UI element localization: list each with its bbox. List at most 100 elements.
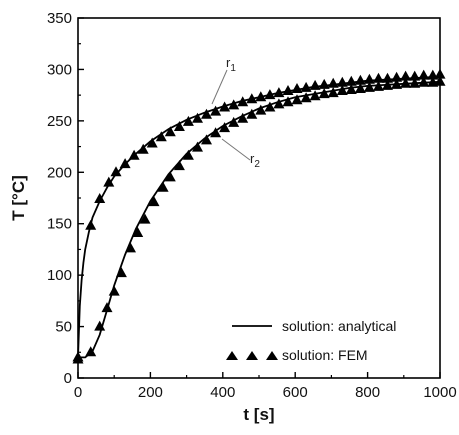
point-r2-fem-38 xyxy=(409,77,421,88)
legend-marker-2 xyxy=(246,351,258,360)
point-r2-fem-21 xyxy=(255,104,267,115)
x-tick-label-600: 600 xyxy=(283,384,308,401)
legend-marker-3 xyxy=(266,351,278,360)
point-r1-fem-9 xyxy=(155,131,167,142)
point-r1-fem-26 xyxy=(309,79,321,90)
point-r2-fem-11 xyxy=(164,171,176,182)
point-r2-fem-37 xyxy=(400,77,412,88)
annotation-r1-sub: 1 xyxy=(230,63,236,74)
annotation-r1-label: r1 xyxy=(226,55,236,74)
point-r2-fem-16 xyxy=(210,127,222,138)
x-tick-label-400: 400 xyxy=(210,384,235,401)
point-r1-fem-34 xyxy=(382,72,393,83)
point-r2-fem-27 xyxy=(309,90,321,101)
point-r2-fem-3 xyxy=(101,302,113,313)
point-r1-fem-1 xyxy=(85,219,97,230)
point-r1-fem-6 xyxy=(128,149,140,160)
point-r1-fem-11 xyxy=(173,121,185,131)
point-r2-fem-7 xyxy=(132,227,144,237)
series-r1-analytical xyxy=(77,75,441,358)
x-tick-label-800: 800 xyxy=(355,384,380,401)
y-tick-label-50: 50 xyxy=(55,319,72,336)
legend: solution: analytical solution: FEM xyxy=(226,318,396,363)
point-r1-fem-19 xyxy=(246,93,258,104)
point-r2-fem-33 xyxy=(363,81,375,92)
y-tick-label-0: 0 xyxy=(64,370,72,387)
point-r2-fem-34 xyxy=(373,80,384,91)
point-r2-fem-23 xyxy=(273,98,285,109)
legend-marker-1 xyxy=(226,351,238,360)
point-r1-fem-3 xyxy=(103,176,115,187)
series-r2-fem xyxy=(72,75,446,364)
series-line-r1-analytical xyxy=(77,75,441,358)
point-r1-fem-28 xyxy=(327,77,339,88)
y-tick-label-350: 350 xyxy=(47,10,72,27)
annotation-r1-leader xyxy=(211,69,228,105)
point-r1-fem-32 xyxy=(363,73,375,84)
point-r2-fem-39 xyxy=(418,76,430,87)
point-r1-fem-20 xyxy=(255,91,267,102)
point-r2-fem-18 xyxy=(228,116,240,127)
point-r2-fem-13 xyxy=(182,149,194,160)
point-r2-fem-36 xyxy=(391,78,403,89)
point-r2-fem-24 xyxy=(282,96,294,107)
point-r2-fem-2 xyxy=(94,320,106,331)
point-r2-fem-29 xyxy=(327,87,339,98)
point-r2-fem-25 xyxy=(291,94,303,105)
y-tick-label-250: 250 xyxy=(47,113,72,130)
point-r2-fem-28 xyxy=(318,88,330,99)
point-r1-fem-2 xyxy=(94,193,106,203)
point-r1-fem-5 xyxy=(119,158,131,169)
series-layer xyxy=(72,68,446,364)
ticks-layer: 0 200 400 600 800 1000 0 50 100 150 200 250 300 350 xyxy=(47,10,457,401)
point-r2-fem-1 xyxy=(85,346,97,357)
point-r1-fem-12 xyxy=(182,115,194,126)
legend-label-fem: solution: FEM xyxy=(282,347,368,363)
point-r2-fem-17 xyxy=(219,122,231,133)
point-r2-fem-20 xyxy=(246,108,258,119)
y-axis-title: T [°C] xyxy=(9,175,28,221)
series-r2-analytical xyxy=(78,80,441,359)
annotation-r2-leader xyxy=(221,138,251,161)
annotation-r2-label: r2 xyxy=(250,151,260,170)
point-r1-fem-33 xyxy=(373,72,384,83)
point-r1-fem-30 xyxy=(345,75,357,86)
point-r1-fem-15 xyxy=(210,105,222,116)
point-r2-fem-6 xyxy=(125,242,136,253)
point-r1-fem-35 xyxy=(391,71,403,82)
x-tick-label-200: 200 xyxy=(138,384,163,401)
x-axis-title: t [s] xyxy=(243,405,274,424)
y-tick-label-300: 300 xyxy=(47,61,72,78)
point-r2-fem-26 xyxy=(300,92,312,103)
point-r2-fem-31 xyxy=(345,84,357,94)
point-r2-fem-8 xyxy=(139,213,151,224)
point-r1-fem-17 xyxy=(228,99,240,110)
point-r2-fem-9 xyxy=(148,196,160,207)
point-r1-fem-4 xyxy=(110,166,122,177)
point-r1-fem-10 xyxy=(164,126,176,137)
x-tick-label-0: 0 xyxy=(74,384,82,401)
annotation-r2-base: r xyxy=(250,151,255,166)
point-r1-fem-22 xyxy=(273,87,285,98)
point-r1-fem-8 xyxy=(146,137,158,148)
series-line-r2-analytical xyxy=(78,80,441,359)
point-r1-fem-40 xyxy=(434,68,446,79)
point-r1-fem-16 xyxy=(219,101,231,112)
point-r2-fem-4 xyxy=(108,285,120,296)
point-r2-fem-35 xyxy=(382,79,393,90)
annotation-r1: r1 xyxy=(211,55,236,105)
y-tick-label-200: 200 xyxy=(47,164,72,181)
point-r1-fem-13 xyxy=(192,112,203,123)
point-r2-fem-19 xyxy=(237,112,249,123)
point-r1-fem-29 xyxy=(336,76,348,87)
point-r1-fem-37 xyxy=(409,70,421,81)
annotation-r2: r2 xyxy=(221,138,260,170)
x-tick-label-1000: 1000 xyxy=(423,384,456,401)
point-r1-fem-23 xyxy=(282,85,294,95)
y-tick-label-150: 150 xyxy=(47,216,72,233)
point-r1-fem-21 xyxy=(264,89,276,100)
point-r2-fem-12 xyxy=(173,160,185,171)
point-r2-fem-41 xyxy=(434,75,446,86)
